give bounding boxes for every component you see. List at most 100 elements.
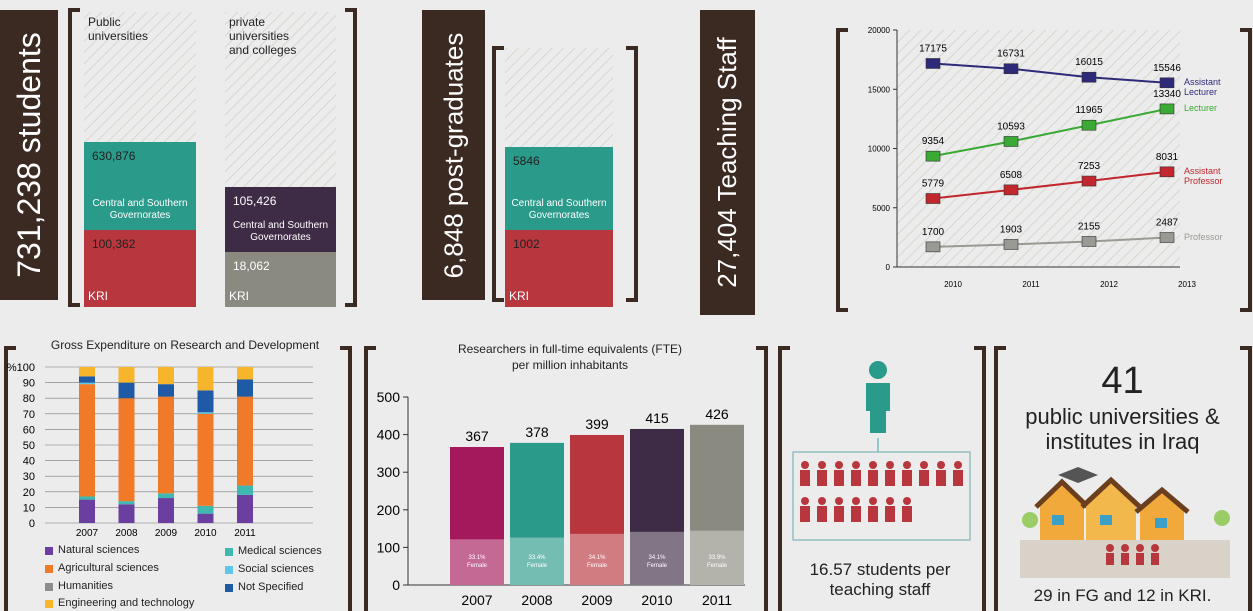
x-tick-label: 2010 [194, 528, 217, 539]
student-icon [868, 470, 878, 486]
student-icon [817, 506, 827, 522]
brackets [4, 8, 1252, 611]
legend-label: Assistant Lecturer [1184, 76, 1221, 98]
panel-title: 6,848 post-graduates [438, 32, 468, 278]
y-tick-label: 300 [377, 464, 401, 480]
female-segment [690, 530, 744, 585]
bar-segment [197, 513, 214, 523]
y-tick-label: 60 [23, 424, 35, 436]
bar-segment [197, 505, 214, 514]
y-tick-label: 100 [377, 539, 401, 555]
x-tick-label: 2011 [702, 592, 732, 608]
segment [84, 230, 196, 307]
bar-segment [158, 367, 174, 385]
female-segment [630, 531, 684, 585]
segment-label: KRI [88, 289, 109, 303]
value-label: 426 [705, 406, 729, 422]
bar-segment [237, 485, 253, 495]
title-box [0, 10, 58, 300]
student-icon [801, 461, 809, 469]
y-tick-label: 50 [23, 440, 35, 452]
marker [925, 193, 941, 204]
y-tick-label: %100 [7, 362, 35, 374]
universities-note: 29 in FG and 12 in KRI. [1033, 586, 1212, 605]
student-icon [903, 461, 911, 469]
legend-swatch [225, 566, 233, 574]
segment [505, 147, 613, 230]
x-tick-label: 2009 [581, 592, 612, 608]
marker [1159, 103, 1175, 115]
female-label: Female [527, 563, 548, 569]
data-label: 17175 [919, 43, 947, 54]
x-tick-label: 2007 [461, 592, 492, 608]
student-icon [818, 497, 826, 505]
y-tick-label: 90 [23, 378, 35, 390]
y-tick-label: 0 [29, 518, 35, 530]
legend-label: Not Specified [238, 581, 304, 593]
bar [450, 447, 504, 585]
marker [1003, 136, 1019, 147]
data-label: 2487 [1156, 218, 1179, 229]
x-tick-label: 2010 [944, 280, 962, 289]
student-icon [800, 470, 810, 486]
value-label: 415 [645, 410, 669, 426]
y-tick-label: 10 [23, 502, 35, 514]
value-label: 378 [525, 424, 549, 440]
bar-segment [197, 412, 214, 414]
y-tick-label: 20000 [868, 26, 891, 35]
student-icon [817, 470, 827, 486]
marker [1159, 166, 1175, 178]
x-tick-label: 2009 [155, 528, 178, 539]
universities-label: public universities & institutes in Iraq [1025, 404, 1220, 455]
student-icon [818, 461, 826, 469]
line [932, 62, 1168, 84]
student-icon [869, 461, 877, 469]
legend-swatch [45, 547, 53, 555]
segment-value: 18,062 [233, 259, 270, 273]
segment [225, 187, 336, 252]
panel-title: 731,238 students [11, 32, 47, 278]
bar-segment [118, 501, 135, 505]
student-icon [852, 461, 860, 469]
bar-segment [237, 367, 253, 380]
y-tick-label: 400 [377, 427, 401, 443]
legend-swatch [225, 548, 233, 556]
segment-label: Central and Southern Governorates [511, 198, 607, 221]
bar-segment [237, 494, 253, 523]
bar-segment [79, 376, 95, 383]
y-tick-label: 0 [886, 263, 891, 272]
bar-segment [79, 496, 95, 500]
data-label: 13340 [1153, 89, 1181, 100]
y-tick-label: 20 [23, 487, 35, 499]
student-icon [800, 506, 810, 522]
x-tick-label: 2011 [234, 528, 256, 539]
female-label: Female [647, 563, 668, 569]
legend-swatch [225, 584, 233, 592]
bar-segment [118, 504, 135, 523]
student-icon [937, 461, 945, 469]
segment-value: 1002 [513, 237, 540, 251]
female-segment [450, 539, 504, 585]
line [932, 107, 1168, 158]
student-frame [792, 451, 971, 541]
legend-label: Humanities [58, 580, 114, 592]
segment [505, 230, 613, 307]
bar [570, 434, 624, 585]
student-icon [920, 461, 928, 469]
bar-segment [197, 413, 214, 506]
data-label: 16731 [997, 49, 1025, 60]
bar-segment [197, 390, 214, 413]
data-label: 16015 [1075, 57, 1103, 68]
title-box [700, 10, 755, 315]
student-icon [903, 497, 911, 505]
student-icon [801, 497, 809, 505]
student-icon [835, 497, 843, 505]
plot-bg [897, 30, 1180, 267]
y-tick-label: 80 [23, 393, 35, 405]
segment [84, 142, 196, 230]
title-box [422, 10, 485, 300]
student-icon [902, 470, 912, 486]
female-share-label: 34.1% [588, 555, 606, 561]
bar-segment [158, 493, 174, 499]
bar-segment [237, 396, 253, 486]
